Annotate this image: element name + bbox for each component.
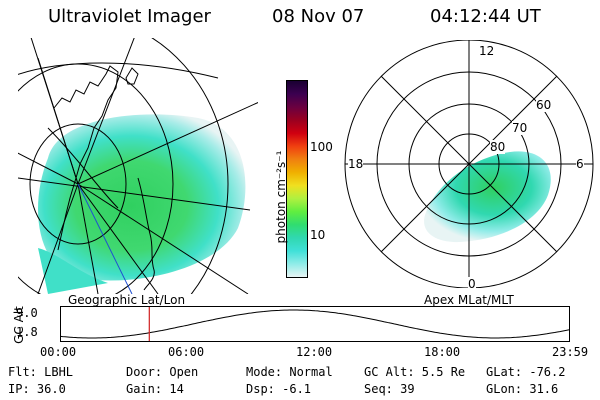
latitude-line <box>18 62 219 79</box>
status-dsp: Dsp: -6.1 <box>246 382 312 396</box>
status-gain: Gain: 14 <box>126 382 184 396</box>
app-title: Ultraviolet Imager <box>48 6 211 27</box>
status-gc-alt: GC Alt: 5.5 Re <box>364 365 466 379</box>
timeline-tick-1800: 18:00 <box>424 345 461 359</box>
mlt-label-12: 12 <box>479 44 495 58</box>
aurora-oval-apex <box>424 151 551 243</box>
apex-panel-label: Apex MLat/MLT <box>424 293 514 307</box>
timeline-tick-0600: 06:00 <box>168 345 205 359</box>
mlat-label-80: 80 <box>490 140 506 154</box>
timeline-y-top: 9.0 <box>16 306 38 320</box>
status-filter: Flt: LBHL <box>8 365 74 379</box>
mlt-label-6: 6 <box>576 157 584 171</box>
colorbar-tick-10: 10 <box>310 228 326 242</box>
status-ip: IP: 36.0 <box>8 382 66 396</box>
mlat-label-60: 60 <box>536 98 552 112</box>
status-mode: Mode: Normal <box>246 365 333 379</box>
status-seq: Seq: 39 <box>364 382 415 396</box>
aurora-oval-geo <box>38 114 246 281</box>
colorbar-unit-label: photon cm⁻²s⁻¹ <box>274 150 288 244</box>
date-readout: 08 Nov 07 <box>272 6 365 27</box>
apex-polar-map[interactable] <box>340 40 598 288</box>
status-glon: GLon: 31.6 <box>486 382 559 396</box>
coastline <box>53 65 119 251</box>
timeline-y-bottom: 1.8 <box>16 325 38 339</box>
timeline-tick-1200: 12:00 <box>296 345 333 359</box>
timeline-tick-2359: 23:59 <box>552 345 589 359</box>
mlat-label-70: 70 <box>512 121 528 135</box>
altitude-curve <box>60 309 570 339</box>
geo-panel-label: Geographic Lat/Lon <box>68 293 186 307</box>
timeline-tick-0000: 00:00 <box>40 345 77 359</box>
colorbar-tick-100: 100 <box>310 140 333 154</box>
altitude-timeline[interactable] <box>60 306 570 342</box>
geographic-map[interactable] <box>18 38 258 294</box>
mlt-label-0: 0 <box>468 277 476 291</box>
status-glat: GLat: -76.2 <box>486 365 566 379</box>
colorbar <box>286 80 308 278</box>
status-door: Door: Open <box>126 365 199 379</box>
mlt-label-18: 18 <box>348 157 364 171</box>
time-readout: 04:12:44 UT <box>430 6 541 27</box>
